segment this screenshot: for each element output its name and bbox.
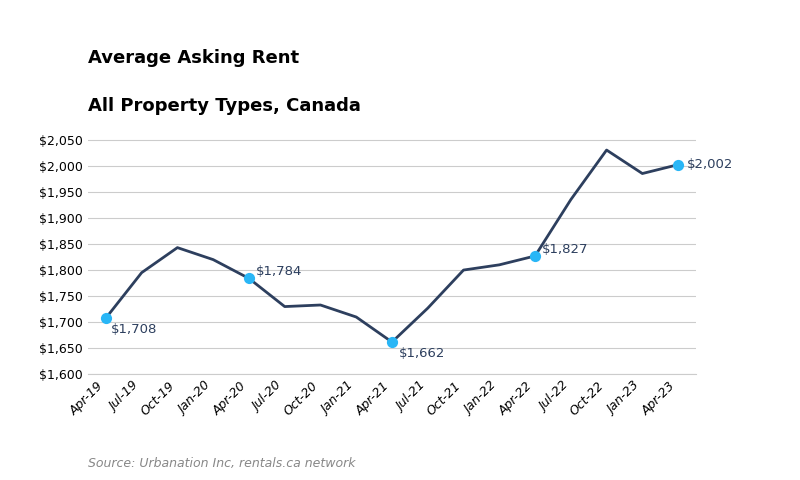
Text: $1,708: $1,708 [111, 323, 158, 336]
Text: All Property Types, Canada: All Property Types, Canada [88, 97, 361, 115]
Point [529, 252, 542, 260]
Text: $1,827: $1,827 [542, 243, 589, 256]
Text: $1,662: $1,662 [399, 347, 446, 360]
Point [386, 338, 398, 346]
Text: $1,784: $1,784 [256, 264, 302, 277]
Point [242, 275, 255, 282]
Text: Source: Urbanation Inc, rentals.ca network: Source: Urbanation Inc, rentals.ca netwo… [88, 457, 355, 470]
Point [672, 161, 685, 168]
Point [99, 314, 112, 322]
Text: $2,002: $2,002 [687, 158, 734, 171]
Text: Average Asking Rent: Average Asking Rent [88, 49, 299, 67]
